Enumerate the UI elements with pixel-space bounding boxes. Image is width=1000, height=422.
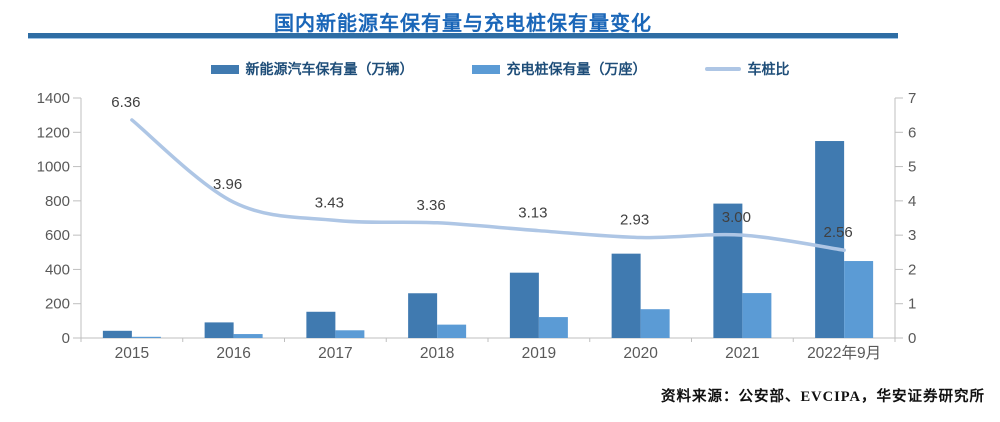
right-axis-tick-label: 6 [908, 124, 916, 141]
x-axis-category-label: 2022年9月 [807, 344, 881, 362]
left-axis-tick-label: 1200 [37, 124, 70, 141]
left-axis-tick-label: 800 [45, 193, 70, 210]
right-axis-tick-label: 0 [908, 330, 916, 347]
piles-bar [131, 336, 161, 338]
ratio-data-label: 3.36 [417, 197, 446, 214]
nev-bar [408, 293, 438, 338]
right-axis-tick-label: 5 [908, 159, 916, 176]
left-axis-tick-label: 0 [62, 330, 70, 347]
ratio-data-label: 6.36 [111, 94, 140, 111]
left-axis-tick-label: 1400 [37, 90, 70, 107]
chart-legend: 新能源汽车保有量（万辆） 充电桩保有量（万座） 车桩比 [0, 59, 1000, 79]
ratio-data-label: 2.93 [620, 212, 649, 229]
ratio-data-label: 3.43 [315, 194, 344, 211]
legend-item-nev: 新能源汽车保有量（万辆） [210, 59, 414, 79]
piles-bar [844, 261, 874, 338]
legend-swatch-nev [210, 64, 239, 74]
right-axis-tick-label: 1 [908, 296, 916, 313]
title-divider [28, 33, 898, 39]
nev-bar [509, 272, 539, 338]
right-axis-tick-label: 4 [908, 193, 916, 210]
left-axis-tick-label: 400 [45, 261, 70, 278]
piles-bar [742, 293, 772, 338]
x-axis-category-label: 2015 [115, 345, 149, 362]
ratio-data-label: 3.96 [213, 176, 242, 193]
right-axis-tick-label: 2 [908, 261, 916, 278]
piles-bar [335, 330, 365, 338]
nev-bar [611, 253, 641, 338]
right-axis-tick-label: 7 [908, 90, 916, 107]
x-axis-category-label: 2016 [216, 345, 250, 362]
nev-bar [306, 311, 336, 338]
data-source: 资料来源：公安部、EVCIPA，华安证券研究所 [660, 389, 985, 405]
legend-item-ratio: 车桩比 [704, 59, 790, 79]
chart-title: 国内新能源车保有量与充电桩保有量变化 [274, 13, 652, 35]
ratio-data-label: 3.00 [722, 209, 751, 226]
nev-bar [713, 203, 743, 338]
piles-bar [538, 317, 568, 338]
legend-label-nev: 新能源汽车保有量（万辆） [245, 61, 414, 77]
ratio-data-label: 2.56 [824, 224, 853, 241]
left-axis-tick-label: 200 [45, 296, 70, 313]
legend-swatch-ratio-line [704, 67, 741, 71]
legend-item-piles: 充电桩保有量（万座） [471, 59, 647, 79]
nev-bar [204, 322, 234, 338]
piles-bar [640, 309, 670, 338]
x-axis-category-label: 2017 [318, 345, 352, 362]
x-axis-category-label: 2018 [420, 345, 454, 362]
x-axis-category-label: 2021 [725, 345, 759, 362]
piles-bar [437, 324, 467, 338]
legend-swatch-piles [471, 64, 500, 74]
combo-chart: 0 200 400 600 800 1000 1200 1400 0 1 2 3 4 5 6 7 2015 201… [37, 90, 917, 362]
left-axis-tick-label: 1000 [37, 159, 70, 176]
piles-bar [233, 334, 263, 338]
nev-bar [815, 141, 845, 338]
x-axis-category-label: 2019 [522, 345, 556, 362]
nev-bar [102, 330, 132, 338]
ratio-data-label: 3.13 [518, 205, 547, 222]
ratio-line [130, 118, 846, 252]
legend-label-piles: 充电桩保有量（万座） [506, 61, 647, 77]
legend-label-ratio: 车桩比 [747, 61, 790, 77]
right-axis-tick-label: 3 [908, 227, 916, 244]
x-axis-category-label: 2020 [623, 345, 658, 362]
left-axis-tick-label: 600 [45, 227, 70, 244]
